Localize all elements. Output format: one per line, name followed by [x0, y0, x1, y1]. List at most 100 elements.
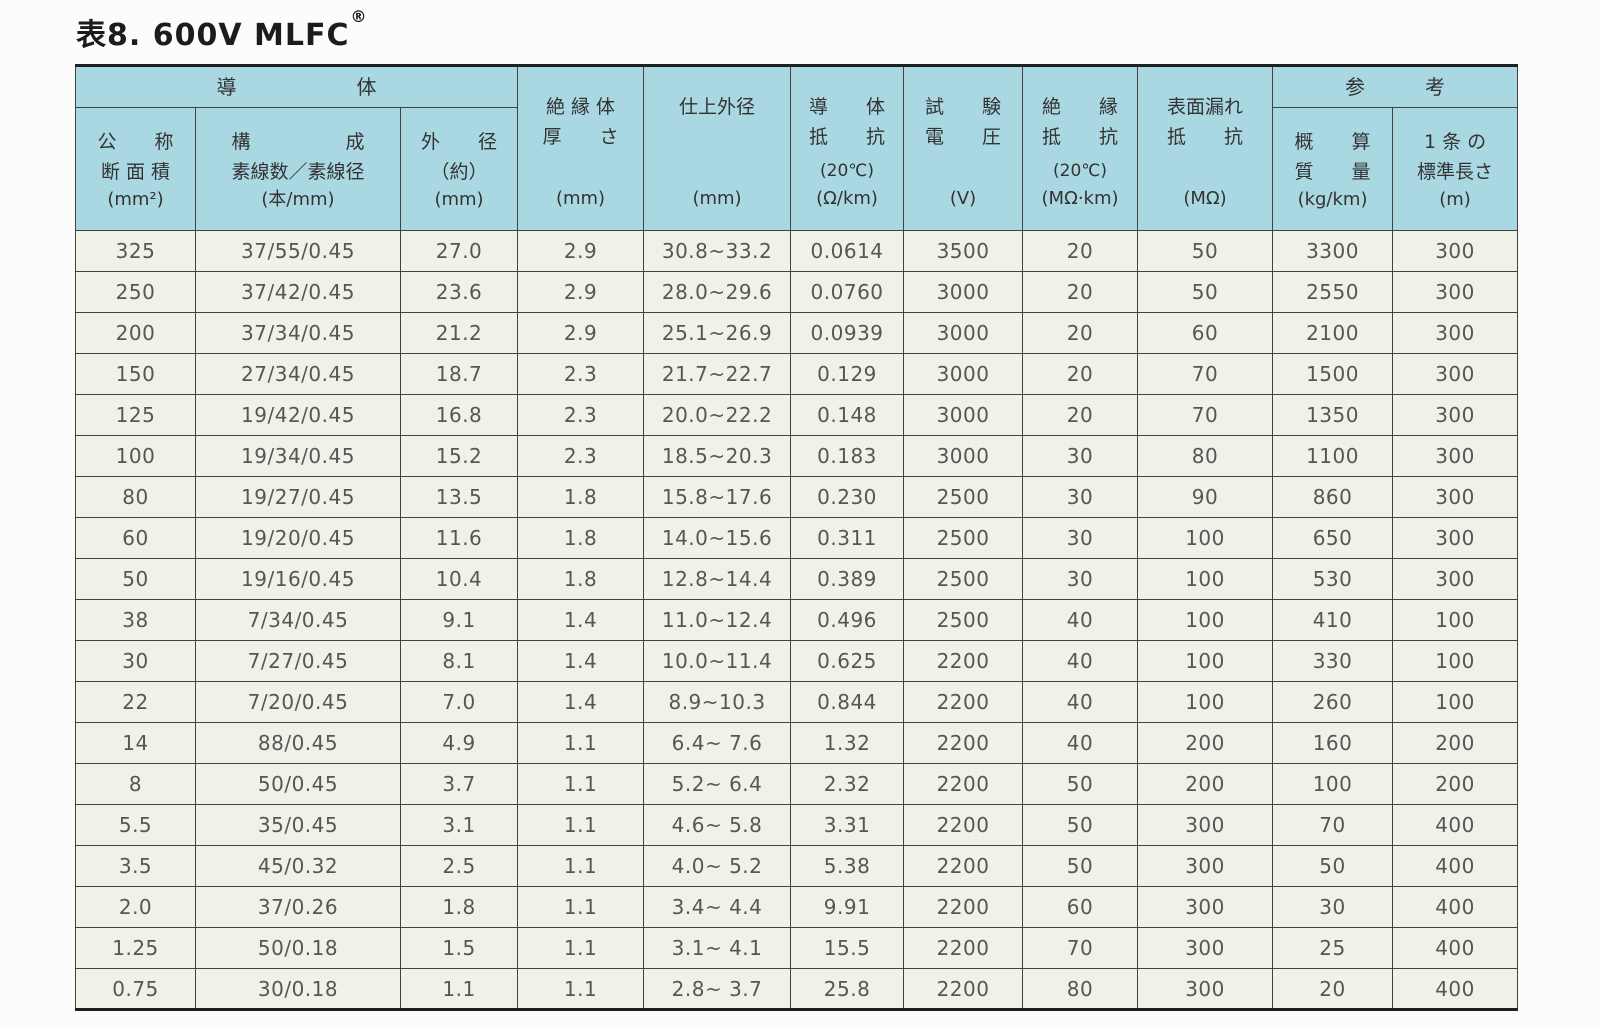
col-title: 絶 縁 体 厚 さ: [542, 96, 619, 148]
table-cell-conductor-outer-diameter: 1.8: [399, 886, 519, 928]
col-unit: (MΩ): [1183, 188, 1227, 209]
table-cell-standard-length-per-piece: 300: [1392, 476, 1519, 518]
table-cell-standard-length-per-piece: 300: [1392, 517, 1519, 559]
col-title: 1 条 の 標準長さ: [1417, 131, 1494, 183]
table-cell-approximate-mass: 1100: [1272, 435, 1394, 477]
table-cell-insulation-thickness: 1.1: [517, 927, 645, 969]
table-row: 3.5 45/0.32 2.5 1.1 4.0~ 5.2 5.38 2200 50 300 50 4…: [75, 845, 1519, 887]
table-cell-conductor-outer-diameter: 3.7: [399, 763, 519, 805]
table-cell-conductor-outer-diameter: 16.8: [399, 394, 519, 436]
table-cell-insulation-thickness: 1.4: [517, 599, 645, 641]
table-cell-surface-leakage-resistance: 100: [1137, 681, 1274, 723]
table-cell-finished-outer-diameter: 6.4~ 7.6: [643, 722, 792, 764]
table-cell-composition: 50/0.45: [195, 763, 401, 805]
table-cell-finished-outer-diameter: 12.8~14.4: [643, 558, 792, 600]
col-title: 仕上外径: [679, 96, 756, 118]
table-cell-surface-leakage-resistance: 300: [1137, 886, 1274, 928]
table-cell-conductor-resistance: 0.496: [790, 599, 905, 641]
col-title: 試 験 電 圧: [925, 96, 1002, 148]
table-cell-insulation-thickness: 1.1: [517, 845, 645, 887]
table-cell-finished-outer-diameter: 11.0~12.4: [643, 599, 792, 641]
col-header-conductor-outer-diameter: 外 径 （約） (mm): [399, 107, 519, 231]
table-cell-approximate-mass: 3300: [1272, 230, 1394, 272]
table-cell-insulation-resistance: 50: [1022, 804, 1139, 846]
table-cell-insulation-thickness: 1.4: [517, 640, 645, 682]
table-cell-composition: 27/34/0.45: [195, 353, 401, 395]
table-cell-nominal-cross-section: 80: [75, 476, 196, 518]
table-cell-finished-outer-diameter: 20.0~22.2: [643, 394, 792, 436]
col-title: 構 成 素線数／素線径: [231, 131, 365, 183]
table-cell-surface-leakage-resistance: 80: [1137, 435, 1274, 477]
col-unit: (mm): [692, 188, 742, 209]
table-cell-nominal-cross-section: 325: [75, 230, 196, 272]
table-cell-standard-length-per-piece: 300: [1392, 435, 1519, 477]
page-title-text: 表8. 600V MLFC: [76, 18, 350, 53]
table-cell-standard-length-per-piece: 400: [1392, 886, 1519, 928]
table-cell-finished-outer-diameter: 3.1~ 4.1: [643, 927, 792, 969]
table-cell-test-voltage: 2200: [903, 804, 1024, 846]
table-cell-conductor-outer-diameter: 1.1: [399, 968, 519, 1010]
table-cell-test-voltage: 2200: [903, 845, 1024, 887]
table-cell-test-voltage: 3000: [903, 353, 1024, 395]
table-cell-conductor-resistance: 9.91: [790, 886, 905, 928]
col-unit: (mm²): [107, 189, 164, 210]
table-cell-finished-outer-diameter: 2.8~ 3.7: [643, 968, 792, 1010]
table-cell-insulation-resistance: 40: [1022, 640, 1139, 682]
table-cell-conductor-resistance: 0.311: [790, 517, 905, 559]
table-cell-approximate-mass: 1350: [1272, 394, 1394, 436]
table-cell-conductor-outer-diameter: 7.0: [399, 681, 519, 723]
table-cell-finished-outer-diameter: 8.9~10.3: [643, 681, 792, 723]
table-cell-composition: 19/16/0.45: [195, 558, 401, 600]
table-cell-standard-length-per-piece: 200: [1392, 722, 1519, 764]
table-cell-composition: 37/55/0.45: [195, 230, 401, 272]
table-row: 0.75 30/0.18 1.1 1.1 2.8~ 3.7 25.8 2200 80 300 20…: [75, 968, 1519, 1010]
table-cell-composition: 35/0.45: [195, 804, 401, 846]
col-unit: (Ω/km): [816, 188, 878, 209]
table-cell-surface-leakage-resistance: 200: [1137, 722, 1274, 764]
table-cell-insulation-resistance: 40: [1022, 599, 1139, 641]
table-cell-finished-outer-diameter: 4.6~ 5.8: [643, 804, 792, 846]
table-cell-approximate-mass: 100: [1272, 763, 1394, 805]
table-cell-conductor-resistance: 0.389: [790, 558, 905, 600]
table-cell-conductor-resistance: 0.625: [790, 640, 905, 682]
table-cell-conductor-outer-diameter: 13.5: [399, 476, 519, 518]
table-cell-conductor-resistance: 0.129: [790, 353, 905, 395]
header-sub-row: 公 称 断 面 積 (mm²) 構 成 素線数／素線径 (本/mm) 外 径 （…: [75, 107, 1519, 231]
col-header-insulation-resistance: 絶 縁 抵 抗 (20℃) (MΩ·km): [1022, 65, 1139, 231]
table-cell-composition: 7/34/0.45: [195, 599, 401, 641]
table-cell-composition: 7/27/0.45: [195, 640, 401, 682]
registered-trademark-mark: ®: [350, 7, 368, 26]
table-cell-insulation-resistance: 50: [1022, 845, 1139, 887]
table-cell-conductor-resistance: 15.5: [790, 927, 905, 969]
table-cell-conductor-outer-diameter: 21.2: [399, 312, 519, 354]
table-cell-nominal-cross-section: 150: [75, 353, 196, 395]
col-header-surface-leakage-resistance: 表面漏れ 抵 抗 (MΩ): [1137, 65, 1274, 231]
table-cell-conductor-outer-diameter: 1.5: [399, 927, 519, 969]
table-cell-conductor-resistance: 0.148: [790, 394, 905, 436]
col-header-standard-length-per-piece: 1 条 の 標準長さ (m): [1392, 107, 1519, 231]
table-cell-finished-outer-diameter: 4.0~ 5.2: [643, 845, 792, 887]
col-unit: (本/mm): [261, 189, 335, 210]
table-cell-nominal-cross-section: 125: [75, 394, 196, 436]
table-cell-conductor-resistance: 0.0939: [790, 312, 905, 354]
table-cell-nominal-cross-section: 22: [75, 681, 196, 723]
table-cell-approximate-mass: 160: [1272, 722, 1394, 764]
table-cell-composition: 30/0.18: [195, 968, 401, 1010]
table-cell-nominal-cross-section: 14: [75, 722, 196, 764]
table-cell-standard-length-per-piece: 400: [1392, 927, 1519, 969]
table-cell-test-voltage: 2500: [903, 517, 1024, 559]
table-cell-standard-length-per-piece: 300: [1392, 230, 1519, 272]
table-cell-conductor-outer-diameter: 15.2: [399, 435, 519, 477]
table-cell-conductor-resistance: 0.183: [790, 435, 905, 477]
table-cell-test-voltage: 2200: [903, 927, 1024, 969]
table-cell-composition: 88/0.45: [195, 722, 401, 764]
table-cell-test-voltage: 2200: [903, 886, 1024, 928]
table-cell-conductor-resistance: 5.38: [790, 845, 905, 887]
table-cell-insulation-thickness: 1.1: [517, 722, 645, 764]
table-cell-standard-length-per-piece: 400: [1392, 968, 1519, 1010]
table-cell-insulation-thickness: 1.1: [517, 968, 645, 1010]
table-cell-composition: 37/0.26: [195, 886, 401, 928]
table-cell-conductor-outer-diameter: 2.5: [399, 845, 519, 887]
table-cell-approximate-mass: 20: [1272, 968, 1394, 1010]
